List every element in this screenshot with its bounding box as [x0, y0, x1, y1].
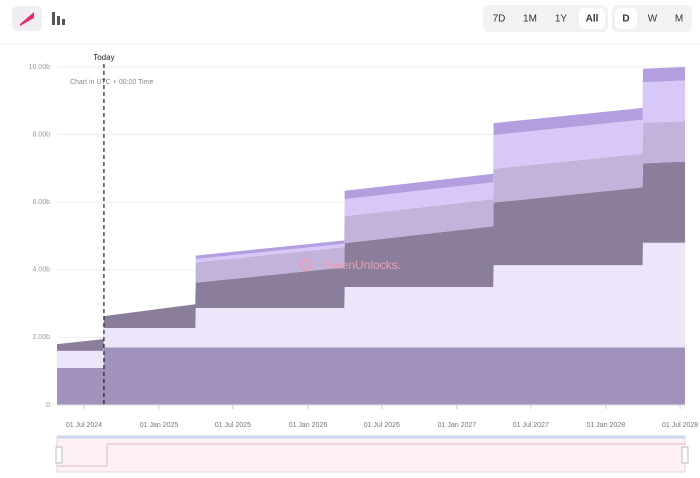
interval-button[interactable]: W: [648, 14, 658, 25]
interval-button[interactable]: M: [675, 14, 683, 25]
x-tick-label: 01 Jul 2025: [215, 422, 251, 429]
navigator-line: [57, 443, 685, 467]
area: [57, 242, 685, 368]
range-button[interactable]: 7D: [493, 14, 506, 25]
area: [57, 347, 685, 405]
x-tick-label: 01 Jul 2028: [662, 422, 698, 429]
area-icon: [20, 12, 34, 26]
x-tick-label: 01 Jul 2027: [513, 422, 549, 429]
today-label: Today: [93, 53, 114, 62]
range-active-bg: [579, 8, 605, 29]
x-tick-label: 01 Jan 2028: [587, 422, 626, 429]
interval-button[interactable]: D: [622, 14, 629, 25]
plot: [57, 66, 685, 406]
range-group: [483, 5, 608, 32]
range-button[interactable]: All: [586, 14, 599, 25]
y-tick-label: 4.00b: [32, 267, 50, 274]
y-tick-label: 10.00b: [29, 64, 51, 71]
interval-active-bg: [615, 8, 637, 29]
area: [57, 161, 685, 351]
x-tick-label: 01 Jul 2026: [364, 422, 400, 429]
range-button[interactable]: 1M: [523, 14, 537, 25]
area: [57, 80, 685, 345]
watermark: TokenUnlocks.: [323, 258, 401, 272]
x-tick-label: 01 Jan 2026: [289, 422, 328, 429]
navigator-handle[interactable]: [55, 446, 63, 464]
navigator[interactable]: [56, 436, 686, 473]
x-tick-label: 01 Jul 2024: [66, 422, 102, 429]
y-tick-label: 0: [46, 402, 50, 409]
bar-icon[interactable]: [52, 12, 65, 25]
x-tick-label: 01 Jan 2027: [438, 422, 477, 429]
watermark-logo: [300, 259, 312, 271]
y-tick-label: 8.00b: [32, 131, 50, 138]
x-tick-label: 01 Jan 2025: [140, 422, 179, 429]
range-button[interactable]: 1Y: [555, 14, 568, 25]
chart-note: Chart in UTC + 00:00 Time: [70, 79, 154, 86]
y-tick-label: 2.00b: [32, 334, 50, 341]
navigator-handle[interactable]: [681, 446, 689, 464]
y-tick-label: 6.00b: [32, 199, 50, 206]
area: [57, 121, 685, 345]
